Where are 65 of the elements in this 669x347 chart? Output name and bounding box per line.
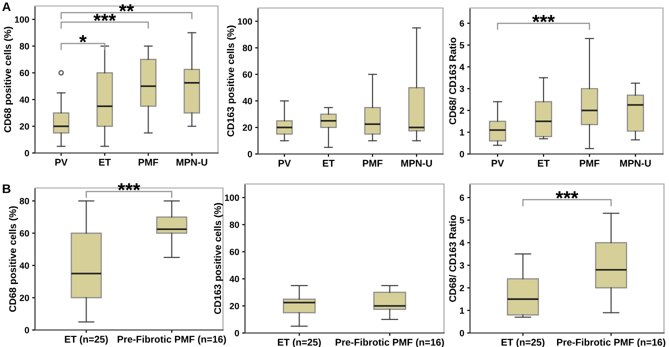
y-tick-label: 4 [460,240,464,246]
y-tick-label: 60 [20,230,30,237]
x-tick-label: PV [278,160,291,167]
annotation: *** [118,183,140,190]
y-tick-label: 2 [460,107,464,114]
y-axis-title: CD68/ CD163 Ratio [448,215,456,302]
annotation: *** [556,191,578,199]
y-tick-label: 1 [460,129,464,136]
x-tick-label: PMF [580,160,600,167]
y-axis-title: CD163 positive cells (%) [226,26,236,137]
y-tick-label: 2 [460,284,464,292]
x-tick-label: PV [55,158,68,166]
y-tick-label: 0 [460,150,464,158]
x-tick-label: MPN-U [620,160,651,167]
y-tick-label: 60 [20,70,30,76]
x-tick-label: MPN-U [176,158,208,166]
y-tick-label: 20 [242,124,252,131]
y-axis-title: CD68 positive cells (%) [4,26,13,132]
x-tick-label: ET (n=25) [64,336,108,345]
y-tick-label: 100 [238,18,252,25]
y-tick-label: 20 [20,294,30,302]
y-tick-label: 20 [20,123,30,130]
y-tick-label: 40 [20,262,30,269]
y-tick-label: 80 [230,222,240,228]
y-tick-label: 0 [24,326,30,334]
x-tick-label: MPN-U [401,160,432,167]
annotation: * [79,35,87,42]
y-tick-label: 5 [460,217,464,224]
text: A [2,2,11,12]
y-tick-label: 0 [248,150,252,158]
x-tick-label: PMF [138,158,158,166]
y-tick-label: 5 [460,42,464,48]
text: B [2,184,10,194]
y-tick-label: 4 [460,64,464,70]
y-tick-label: 0 [460,330,464,336]
annotation: *** [93,14,116,22]
y-tick-label: 60 [230,248,240,256]
y-tick-label: 40 [242,98,252,104]
y-tick-label: 6 [460,20,464,27]
x-tick-label: Pre-Fibrotic PMF (n=16) [118,336,226,345]
x-tick-label: PMF [362,160,382,167]
y-tick-label: 80 [20,43,30,50]
y-axis-title: CD68 positive cells (%) [8,206,18,312]
annotation: *** [532,14,555,22]
y-tick-label: 20 [230,302,240,310]
y-tick-label: 40 [20,96,30,103]
y-tick-label: 0 [234,330,240,336]
y-tick-label: 40 [230,276,240,282]
y-tick-label: 0 [24,150,30,156]
x-tick-label: ET [322,160,335,167]
x-tick-label: PV [492,160,504,167]
annotation: ** [118,4,134,12]
y-tick-label: 100 [224,194,240,201]
x-tick-label: ET [99,158,111,166]
y-axis-title: CD163 positive cells (%) [214,203,223,314]
y-tick-label: 3 [460,86,464,92]
y-axis-title: CD68/ CD163 Ratio [448,38,456,124]
y-tick-label: 80 [242,44,252,52]
y-tick-label: 3 [460,262,464,269]
x-tick-label: ET [538,160,550,167]
y-tick-label: 60 [242,71,252,78]
y-tick-label: 80 [20,198,30,204]
y-tick-label: 100 [14,16,30,23]
y-tick-label: 1 [460,307,464,314]
y-tick-label: 6 [460,194,464,201]
